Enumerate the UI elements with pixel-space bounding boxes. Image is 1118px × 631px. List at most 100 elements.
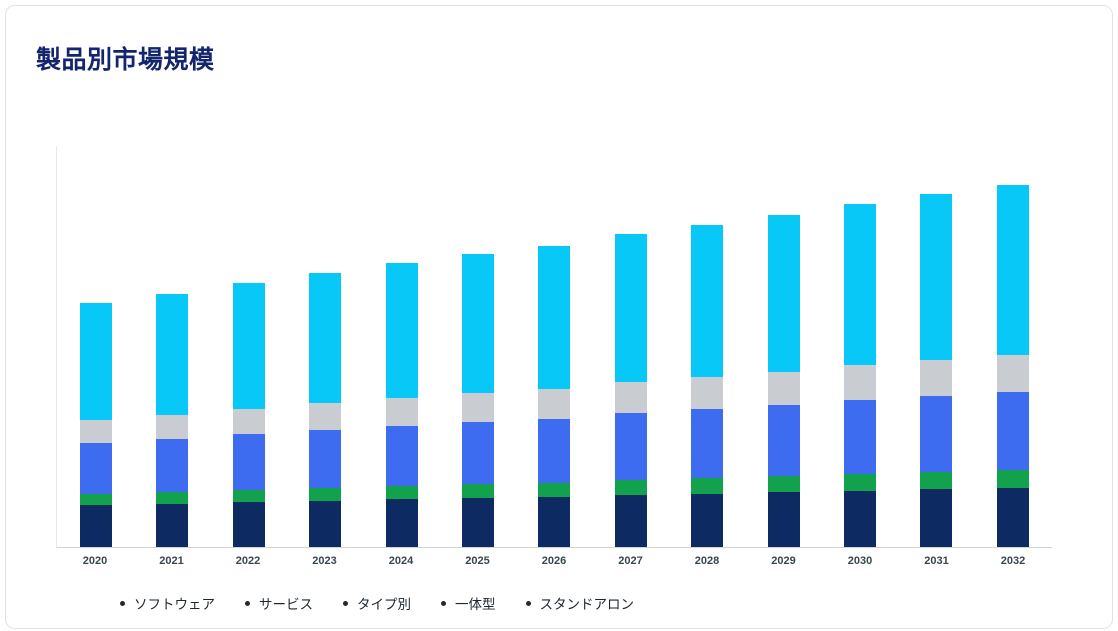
bar-segment-2021[interactable] [156, 492, 189, 504]
bar-stack-2028[interactable] [691, 225, 724, 547]
bar-segment-2024[interactable] [385, 486, 418, 499]
bar-stack-2023[interactable] [309, 273, 342, 547]
legend-item-label: スタンドアロン [539, 597, 635, 612]
bar-segment-2020[interactable] [80, 303, 112, 420]
bar-column-2030 [829, 146, 891, 547]
legend-item-label: サービス [259, 597, 313, 612]
bar-segment-2031[interactable] [920, 396, 953, 472]
bar-stack-2032[interactable] [996, 185, 1029, 547]
bar-segment-2025[interactable] [462, 498, 495, 547]
bar-segment-2031[interactable] [920, 360, 953, 396]
bar-segment-2026[interactable] [538, 497, 571, 547]
bar-segment-2021[interactable] [156, 439, 189, 492]
bar-segment-2026[interactable] [538, 483, 571, 497]
bar-segment-2022[interactable] [232, 409, 265, 434]
x-axis-label-2025: 2025 [465, 555, 490, 567]
bar-segment-2031[interactable] [920, 489, 953, 547]
legend-bullet-icon [525, 600, 531, 606]
bar-column-2027 [600, 146, 662, 547]
bar-segment-2024[interactable] [385, 263, 418, 398]
legend-item-0[interactable]: ソフトウェア [120, 593, 215, 613]
bar-segment-2022[interactable] [232, 434, 265, 490]
bar-segment-2027[interactable] [614, 382, 647, 413]
x-axis-label-2030: 2030 [847, 555, 873, 567]
bar-segment-2020[interactable] [80, 443, 112, 494]
plot-area [56, 146, 1052, 548]
bar-segment-2030[interactable] [844, 400, 877, 474]
bar-segment-2030[interactable] [844, 474, 877, 491]
bar-stack-2024[interactable] [385, 263, 418, 547]
bar-segment-2028[interactable] [691, 409, 724, 478]
bar-segment-2028[interactable] [691, 494, 724, 547]
bar-segment-2022[interactable] [232, 502, 265, 547]
legend-item-1[interactable]: サービス [245, 593, 313, 613]
bar-segment-2026[interactable] [538, 246, 571, 389]
bar-segment-2024[interactable] [385, 426, 418, 486]
bar-segment-2027[interactable] [614, 480, 647, 495]
bar-segment-2032[interactable] [996, 185, 1029, 355]
bar-stack-2029[interactable] [767, 215, 800, 547]
bar-segment-2028[interactable] [691, 225, 724, 377]
bar-segment-2028[interactable] [691, 478, 724, 494]
legend-item-3[interactable]: 一体型 [441, 593, 496, 613]
bar-segment-2024[interactable] [385, 398, 418, 426]
bar-segment-2029[interactable] [767, 492, 800, 547]
legend: ソフトウェア サービス タイプ別 一体型 スタンドアロン [120, 593, 1052, 613]
bar-segment-2025[interactable] [462, 254, 495, 393]
bar-segment-2029[interactable] [767, 215, 800, 372]
bar-segment-2029[interactable] [767, 372, 800, 405]
bar-segment-2020[interactable] [80, 420, 112, 443]
x-axis-label-2028: 2028 [694, 555, 720, 567]
bar-segment-2030[interactable] [844, 204, 877, 365]
bar-stack-2020[interactable] [80, 303, 112, 547]
bar-segment-2025[interactable] [462, 484, 495, 498]
bar-segment-2031[interactable] [920, 472, 953, 489]
x-axis-label-2031: 2031 [924, 555, 949, 567]
bar-segment-2030[interactable] [844, 491, 877, 547]
bar-segment-2021[interactable] [156, 294, 189, 415]
legend-item-label: ソフトウェア [134, 597, 215, 612]
bar-segment-2030[interactable] [844, 365, 877, 400]
bar-segment-2029[interactable] [767, 405, 800, 476]
bar-segment-2032[interactable] [996, 355, 1029, 392]
bar-segment-2026[interactable] [538, 389, 571, 419]
legend-item-4[interactable]: スタンドアロン [525, 593, 635, 613]
legend-bullet-icon [343, 600, 348, 606]
bar-segment-2032[interactable] [996, 470, 1029, 488]
bar-segment-2025[interactable] [462, 422, 495, 484]
bar-segment-2024[interactable] [385, 499, 418, 547]
x-axis-label-2023: 2023 [312, 555, 337, 567]
bar-segment-2026[interactable] [538, 419, 571, 483]
bar-stack-2026[interactable] [538, 246, 571, 547]
bar-segment-2022[interactable] [232, 490, 265, 502]
bar-stack-2025[interactable] [462, 254, 495, 547]
bar-segment-2021[interactable] [156, 504, 189, 547]
bar-segment-2032[interactable] [996, 392, 1029, 470]
bar-segment-2028[interactable] [691, 377, 724, 409]
bar-segment-2022[interactable] [232, 283, 265, 409]
bar-stack-2021[interactable] [156, 294, 189, 547]
bar-stack-2031[interactable] [920, 194, 953, 547]
legend-item-2[interactable]: タイプ別 [343, 593, 411, 613]
bar-segment-2029[interactable] [767, 476, 800, 492]
bar-segment-2020[interactable] [80, 494, 112, 505]
bar-stack-2022[interactable] [232, 283, 265, 547]
bar-stack-2030[interactable] [844, 204, 877, 547]
bar-segment-2023[interactable] [309, 403, 342, 430]
x-axis-label-2027: 2027 [618, 555, 643, 567]
bar-segment-2023[interactable] [309, 488, 342, 501]
chart-title: 製品別市場規模 [36, 46, 215, 74]
bar-column-2024 [371, 146, 433, 547]
bar-segment-2032[interactable] [996, 488, 1029, 547]
bar-segment-2031[interactable] [920, 194, 953, 360]
bar-segment-2027[interactable] [614, 234, 647, 382]
bar-segment-2020[interactable] [80, 505, 112, 547]
bar-segment-2023[interactable] [309, 430, 342, 488]
bar-segment-2023[interactable] [309, 273, 342, 403]
bar-segment-2027[interactable] [614, 495, 647, 547]
bar-segment-2021[interactable] [156, 415, 189, 439]
bar-segment-2025[interactable] [462, 393, 495, 422]
bar-segment-2027[interactable] [614, 413, 647, 480]
bar-segment-2023[interactable] [309, 501, 342, 547]
bar-stack-2027[interactable] [614, 234, 647, 547]
